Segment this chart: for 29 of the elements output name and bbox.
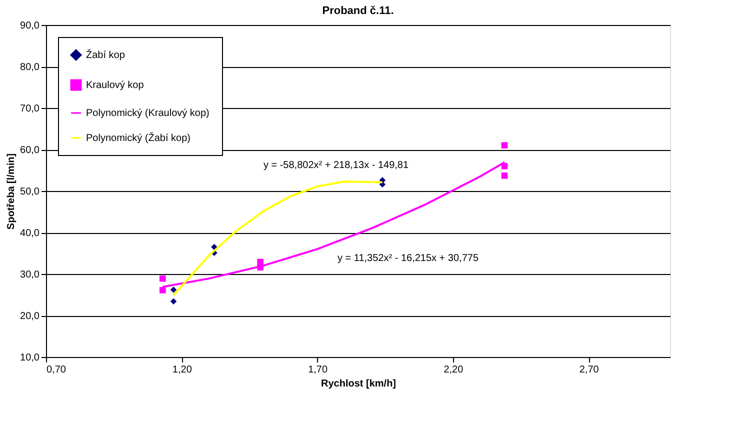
- y-tick-label: 30,0: [20, 270, 40, 280]
- x-tick-label: 0,70: [46, 364, 66, 376]
- y-tick-label: 20,0: [20, 311, 40, 322]
- y-tick-label: 60,0: [20, 145, 40, 156]
- y-tick-label: 50,0: [20, 186, 40, 198]
- y-tick-label: 40,0: [20, 228, 40, 239]
- y-tick-label: 90,0: [20, 20, 40, 32]
- x-tick-label: 1,20: [172, 364, 192, 376]
- y-tick-label: 10,0: [20, 352, 40, 364]
- legend-label: Žabí kop: [86, 49, 126, 61]
- legend-label: Kraulový kop: [86, 80, 144, 91]
- annotation: y = 11,352x² - 16,215x + 30,775: [337, 253, 479, 264]
- point: [160, 287, 166, 294]
- point: [170, 286, 177, 293]
- point: [501, 172, 508, 179]
- y-tick-label: 80,0: [20, 62, 40, 73]
- annotation: y = -58,802x² + 218,13x - 149,81: [263, 160, 409, 171]
- x-tick-label: 1,70: [308, 364, 328, 376]
- point: [160, 275, 166, 282]
- x-tick-label: 2,70: [579, 364, 600, 376]
- y-tick-label: 70,0: [20, 104, 40, 114]
- x-axis-title: Rychlost [km/h]: [320, 378, 396, 390]
- y-axis-title: Spotřeba [l/min]: [6, 153, 18, 230]
- legend-label: Polynomický (Žabí kop): [86, 132, 190, 144]
- point: [501, 142, 508, 149]
- chart-title: Proband č.11.: [322, 5, 394, 17]
- point: [170, 298, 177, 305]
- legend-label: Polynomický (Kraulový kop): [86, 108, 210, 119]
- x-tick-label: 2,20: [444, 364, 464, 376]
